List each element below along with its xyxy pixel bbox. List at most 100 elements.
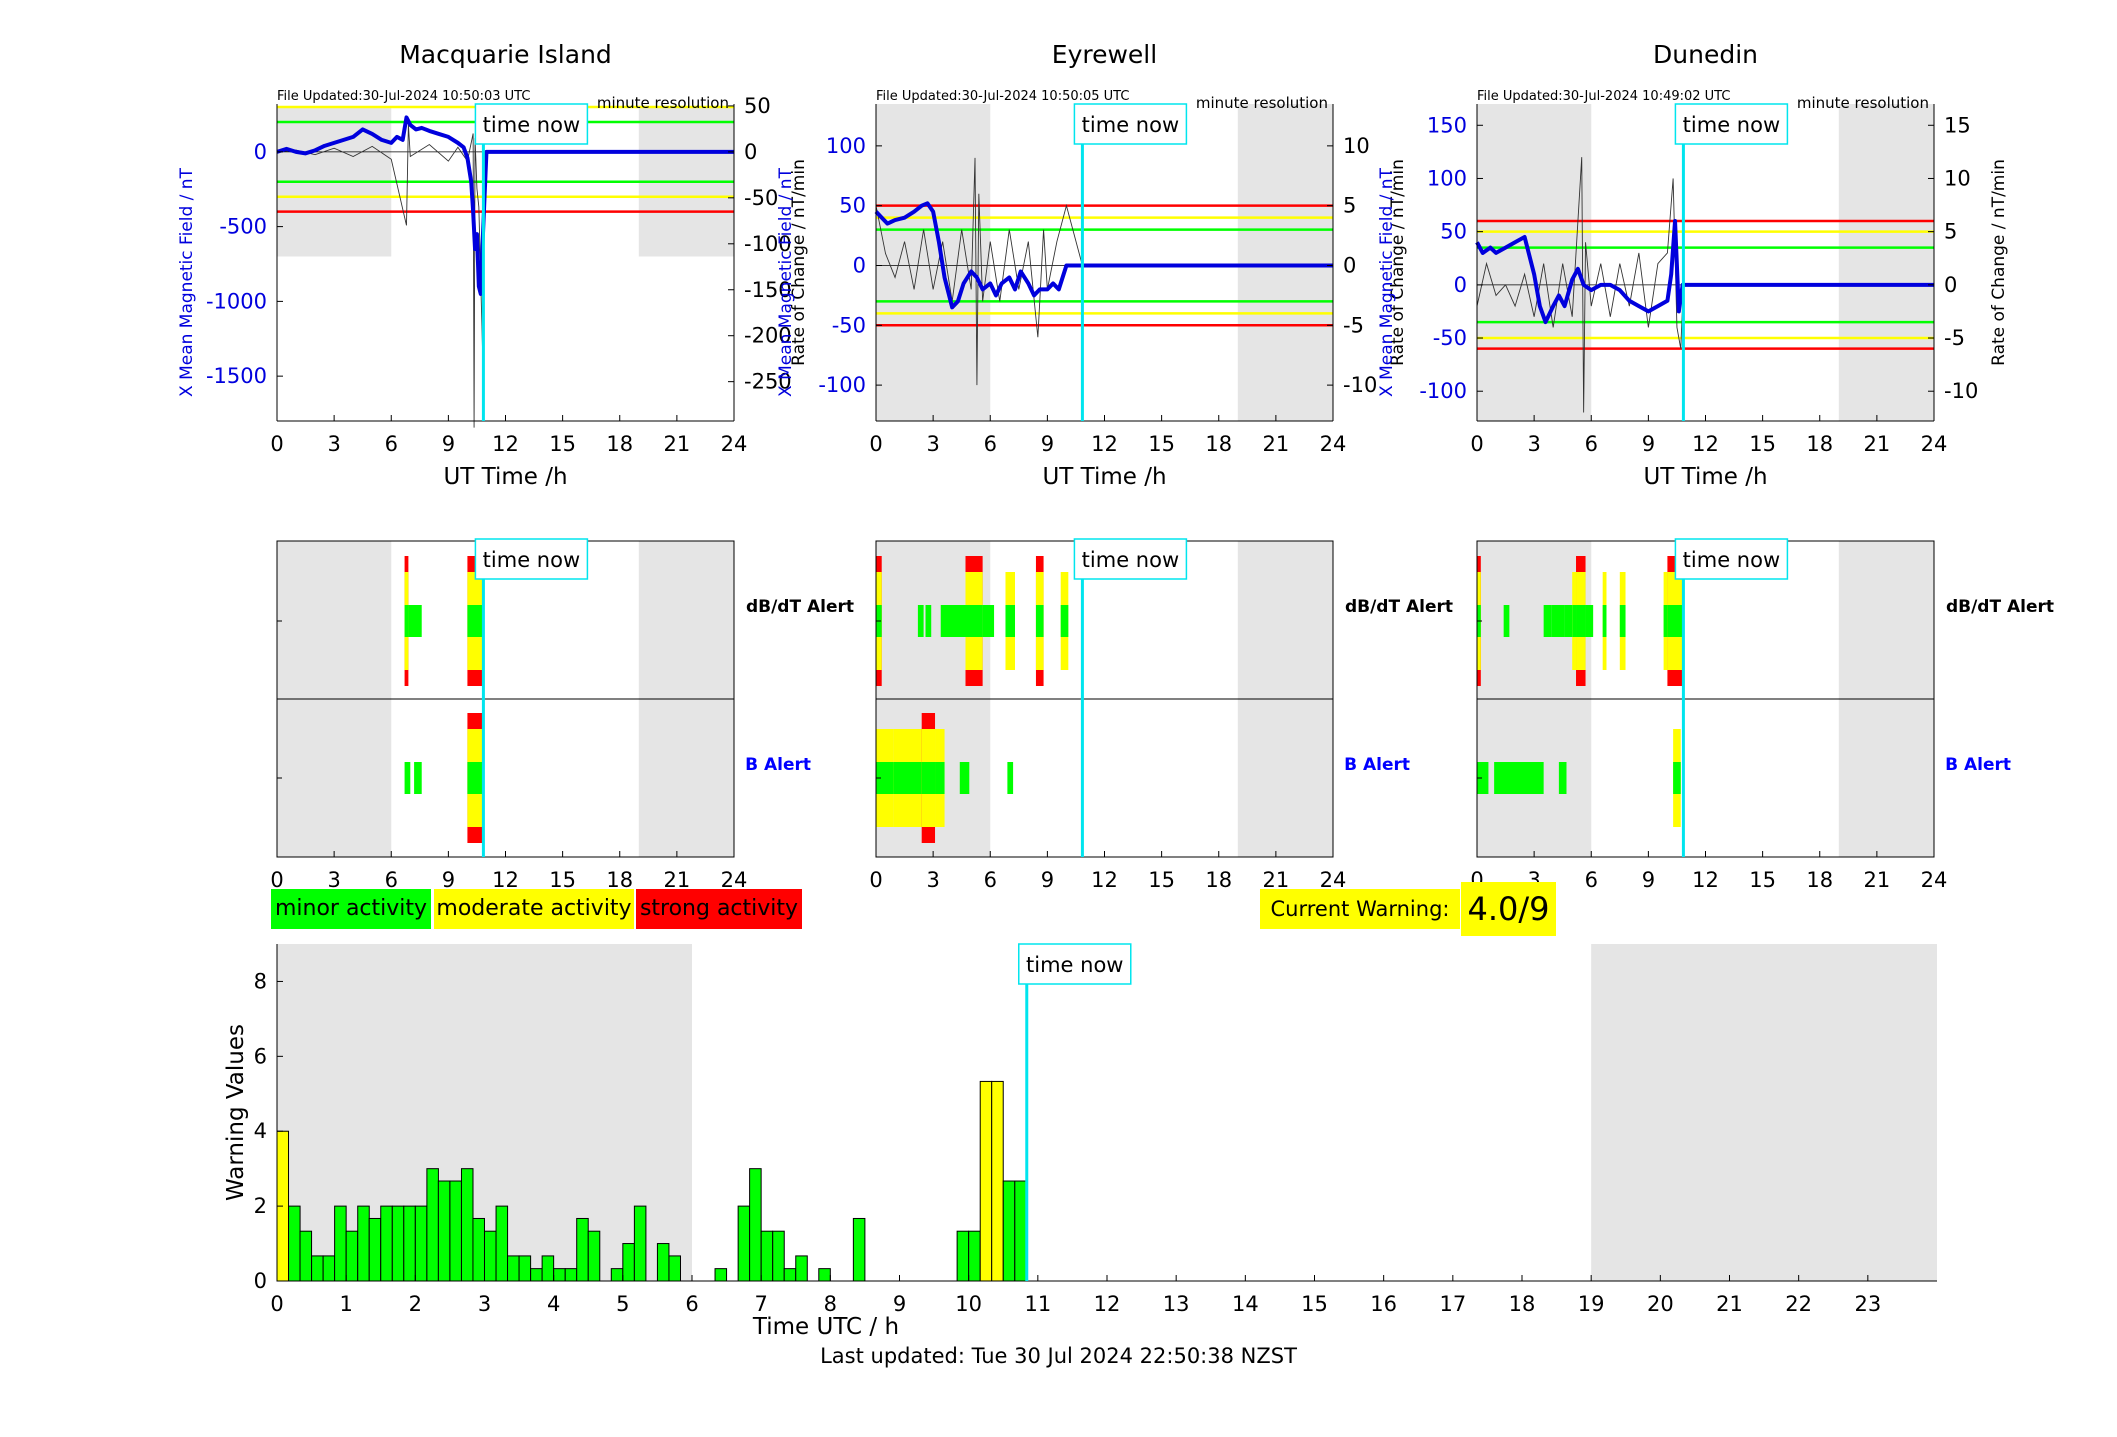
warning-bar <box>299 1230 313 1282</box>
x-tick-label: 20 <box>1647 1292 1674 1316</box>
x-tick-label: 9 <box>1642 432 1655 456</box>
alert-minor <box>921 762 936 794</box>
alert-minor <box>940 605 966 637</box>
warning-bar <box>783 1268 797 1282</box>
alert-minor <box>935 762 945 794</box>
x-tick-label: 16 <box>1370 1292 1397 1316</box>
macquarie-field-panel: 0 3 6 9 12 15 18 21 24 0 -500 -1000 -1500 50 0 -50 -100 -… <box>177 40 809 490</box>
b-alert-label: B Alert <box>1945 755 2011 775</box>
x-tick-label: 4 <box>547 1292 560 1316</box>
x-tick-label: 0 <box>270 432 283 456</box>
warning-bar <box>852 1217 866 1282</box>
db-dt-alert-label: dB/dT Alert <box>746 597 854 617</box>
warning-bar <box>403 1205 416 1282</box>
x-tick-label: 15 <box>1749 868 1776 892</box>
alert-minor <box>467 605 483 637</box>
time-now-box <box>1674 103 1789 145</box>
alert-minor <box>893 762 922 794</box>
y-tick-label-right: -10 <box>1944 379 1978 403</box>
warning-bar <box>979 1080 993 1282</box>
b-alert-label: B Alert <box>745 755 811 775</box>
last-updated-footer: Last updated: Tue 30 Jul 2024 22:50:38 N… <box>820 1344 1297 1368</box>
x-tick-label: 14 <box>1232 1292 1259 1316</box>
x-tick-label: 6 <box>984 868 997 892</box>
y-axis-label-right: Rate of Change / nT/min <box>1388 159 1408 366</box>
alert-minor <box>467 762 483 794</box>
warning-bar <box>991 1080 1004 1282</box>
x-tick-label: 15 <box>1148 868 1175 892</box>
x-tick-label: 3 <box>478 1292 491 1316</box>
alert-minor <box>1035 605 1044 637</box>
warning-bar <box>437 1180 451 1282</box>
y-tick-label: 6 <box>254 1044 267 1068</box>
x-tick-label: 15 <box>549 432 576 456</box>
alert-minor <box>1503 605 1510 637</box>
file-updated-label: File Updated:30-Jul-2024 10:49:02 UTC <box>1477 89 1730 104</box>
y-tick-label-left: 50 <box>839 194 866 218</box>
alert-minor <box>1673 762 1681 794</box>
y-tick-label-right: -5 <box>1944 326 1965 350</box>
alert-minor <box>959 762 970 794</box>
warning-bar <box>334 1205 347 1282</box>
alert-minor <box>404 762 411 794</box>
warning-bar <box>587 1230 601 1282</box>
x-tick-label: 21 <box>664 432 691 456</box>
warning-bar <box>760 1230 774 1282</box>
alert-minor <box>1551 605 1565 637</box>
x-tick-label: 21 <box>1864 868 1891 892</box>
x-axis-label: UT Time /h <box>1643 464 1767 490</box>
x-tick-label: 21 <box>1263 432 1290 456</box>
warning-bar <box>818 1268 831 1282</box>
rate-of-change-series <box>1476 157 1934 413</box>
time-now-box <box>474 538 589 580</box>
y-tick-label-left: 150 <box>1427 113 1467 137</box>
current-warning-value: 4.0/9 <box>1461 882 1556 936</box>
warning-bar <box>795 1255 808 1282</box>
warning-bar <box>357 1205 370 1282</box>
x-tick-label: 2 <box>409 1292 422 1316</box>
x-axis-label: UT Time /h <box>443 464 567 490</box>
warning-bar <box>495 1205 509 1282</box>
alert-minor <box>1602 605 1607 637</box>
legend-minor-activity: minor activity <box>271 889 431 929</box>
rate-of-change-series <box>875 157 1333 386</box>
night-shading <box>1838 104 1934 421</box>
x-axis-label: Time UTC / h <box>752 1314 899 1340</box>
x-tick-label: 18 <box>1205 432 1232 456</box>
x-tick-label: 9 <box>1041 432 1054 456</box>
warning-bar <box>633 1205 647 1282</box>
x-tick-label: 9 <box>442 868 455 892</box>
x-tick-label: 24 <box>1320 432 1347 456</box>
x-tick-label: 13 <box>1163 1292 1190 1316</box>
db-dt-alert-label: dB/dT Alert <box>1345 597 1453 617</box>
warning-values-panel: 0 1 2 3 4 5 6 7 8 9 10 11 12 13 14 15 16 17 18 19 20 21 22 2302… <box>223 943 1937 1340</box>
station-title: Eyrewell <box>1052 40 1157 69</box>
time-now-box <box>474 103 589 145</box>
alert-minor <box>1005 605 1016 637</box>
y-tick-label: 8 <box>254 969 267 993</box>
x-tick-label: 6 <box>984 432 997 456</box>
alert-minor <box>982 605 995 637</box>
time-now-label: time now <box>1082 548 1179 572</box>
x-tick-label: 24 <box>1921 432 1948 456</box>
alert-minor <box>1619 605 1626 637</box>
y-tick-label-left: 50 <box>1440 220 1467 244</box>
alert-minor <box>917 605 924 637</box>
warning-bar <box>449 1180 462 1282</box>
warning-bar <box>656 1243 670 1282</box>
time-now-label: time now <box>1026 953 1123 977</box>
x-tick-label: 18 <box>1509 1292 1536 1316</box>
y-tick-label-right: -10 <box>1343 373 1377 397</box>
alert-minor <box>1007 762 1014 794</box>
warning-bar <box>322 1255 336 1282</box>
warning-bar <box>956 1230 970 1282</box>
x-tick-label: 22 <box>1785 1292 1812 1316</box>
alert-minor <box>1558 762 1567 794</box>
alert-minor <box>876 762 894 794</box>
warning-bar <box>749 1168 762 1282</box>
time-now-box <box>1018 943 1132 985</box>
x-tick-label: 23 <box>1854 1292 1881 1316</box>
legend-moderate-activity: moderate activity <box>434 889 634 929</box>
warning-bar <box>714 1268 728 1282</box>
